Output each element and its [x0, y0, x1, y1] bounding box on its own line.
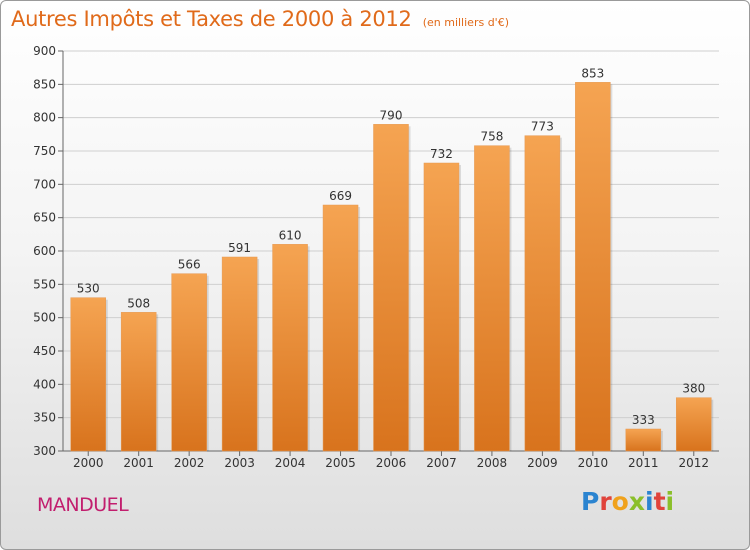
logo-letter: t — [653, 487, 666, 516]
data-label: 758 — [480, 130, 503, 144]
y-tick-label: 800 — [33, 111, 56, 125]
bar — [221, 256, 258, 452]
y-tick-label: 600 — [33, 244, 56, 258]
y-tick-label: 650 — [33, 211, 56, 225]
x-tick-label: 2001 — [123, 456, 154, 470]
y-tick-label: 750 — [33, 144, 56, 158]
x-tick-label: 2006 — [376, 456, 407, 470]
data-label: 566 — [178, 258, 201, 272]
bar — [120, 312, 157, 452]
x-tick-label: 2008 — [477, 456, 508, 470]
y-tick-label: 550 — [33, 277, 56, 291]
y-tick-label: 500 — [33, 311, 56, 325]
x-tick-label: 2010 — [578, 456, 609, 470]
data-label: 610 — [279, 228, 302, 242]
data-label: 669 — [329, 189, 352, 203]
y-tick-label: 350 — [33, 411, 56, 425]
x-tick-label: 2009 — [527, 456, 558, 470]
bar — [524, 135, 561, 452]
bar — [322, 204, 359, 452]
x-tick-label: 2002 — [174, 456, 205, 470]
bar — [171, 273, 207, 452]
y-tick-label: 450 — [33, 344, 56, 358]
data-label: 591 — [228, 241, 251, 255]
bars — [70, 82, 714, 452]
chart-title: Autres Impôts et Taxes de 2000 à 2012 — [11, 7, 412, 31]
y-tick-label: 400 — [33, 377, 56, 391]
data-label: 773 — [531, 120, 554, 134]
data-label: 380 — [682, 382, 705, 396]
y-tick-label: 300 — [33, 444, 56, 458]
city-name: MANDUEL — [37, 494, 129, 516]
x-tick-label: 2007 — [426, 456, 457, 470]
data-label: 790 — [380, 108, 403, 122]
data-label: 853 — [581, 66, 604, 80]
chart-subtitle: (en milliers d'€) — [422, 16, 509, 29]
labels: 300 350 400 450 500 550 600 650 700 750 800 850 900 2… — [33, 44, 709, 470]
logo-letter: r — [599, 487, 612, 516]
data-label: 732 — [430, 147, 453, 161]
bar — [676, 397, 712, 452]
x-tick-label: 2012 — [678, 456, 709, 470]
x-tick-label: 2003 — [224, 456, 255, 470]
chart-title-block: Autres Impôts et Taxes de 2000 à 2012 (e… — [11, 7, 509, 31]
bar — [625, 428, 662, 452]
y-tick-label: 700 — [33, 177, 56, 191]
data-label: 333 — [632, 413, 655, 427]
data-label: 530 — [77, 282, 100, 296]
x-tick-label: 2005 — [325, 456, 356, 470]
logo-letter: i — [665, 487, 675, 516]
y-tick-label: 900 — [33, 44, 56, 58]
proxiti-logo: Proxiti — [581, 487, 674, 516]
logo-letter: P — [581, 487, 600, 516]
x-tick-label: 2000 — [73, 456, 104, 470]
logo-letter: i — [645, 487, 654, 516]
bar — [70, 297, 106, 452]
bar — [575, 82, 611, 452]
x-tick-label: 2004 — [275, 456, 306, 470]
logo-letter: o — [611, 487, 629, 516]
y-tick-label: 850 — [33, 77, 56, 91]
bar — [373, 124, 409, 452]
bar — [423, 162, 460, 452]
bar — [474, 145, 510, 452]
data-label: 508 — [127, 296, 150, 310]
x-tick-label: 2011 — [628, 456, 659, 470]
logo-letter: x — [628, 487, 645, 516]
bar — [272, 244, 308, 452]
